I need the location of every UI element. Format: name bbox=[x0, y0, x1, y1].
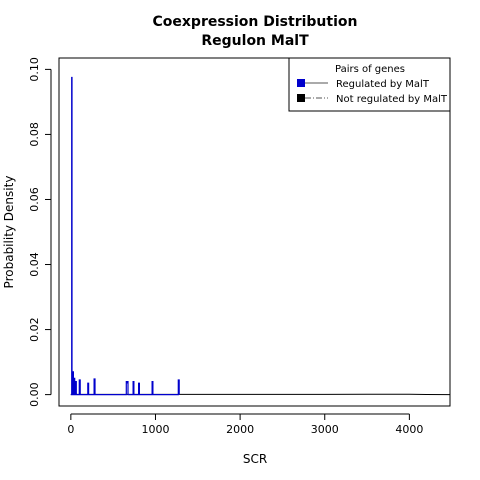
x-tick-label: 4000 bbox=[395, 423, 423, 436]
chart-subtitle: Regulon MalT bbox=[201, 33, 309, 49]
legend-label-not-regulated: Not regulated by MalT bbox=[336, 94, 448, 105]
x-tick-label: 0 bbox=[67, 423, 74, 436]
series-line-regulated bbox=[70, 76, 180, 396]
legend-label-regulated: Regulated by MalT bbox=[336, 79, 430, 90]
x-tick-label: 3000 bbox=[311, 423, 339, 436]
y-tick-label: 0.00 bbox=[28, 382, 41, 407]
legend: Pairs of genes Regulated by MalT Not reg… bbox=[288, 57, 451, 112]
x-axis-label: SCR bbox=[243, 452, 267, 466]
x-axis: 0 1000 2000 3000 4000 bbox=[67, 413, 423, 436]
y-tick-label: 0.08 bbox=[28, 122, 41, 147]
plot-frame bbox=[58, 57, 451, 407]
legend-box bbox=[288, 57, 451, 112]
series-layer bbox=[70, 76, 451, 396]
y-tick-label: 0.06 bbox=[28, 187, 41, 212]
y-tick-label: 0.10 bbox=[28, 57, 41, 82]
y-axis-label: Probability Density bbox=[2, 176, 16, 289]
legend-title: Pairs of genes bbox=[335, 64, 405, 75]
y-axis: 0.00 0.02 0.04 0.06 0.08 0.10 bbox=[28, 57, 52, 407]
y-tick-label: 0.02 bbox=[28, 317, 41, 342]
x-tick-label: 1000 bbox=[141, 423, 169, 436]
chart-title: Coexpression Distribution bbox=[153, 14, 358, 30]
legend-swatch-not-regulated bbox=[297, 94, 305, 102]
y-tick-label: 0.04 bbox=[28, 252, 41, 277]
legend-swatch-regulated bbox=[297, 79, 305, 87]
x-tick-label: 2000 bbox=[226, 423, 254, 436]
